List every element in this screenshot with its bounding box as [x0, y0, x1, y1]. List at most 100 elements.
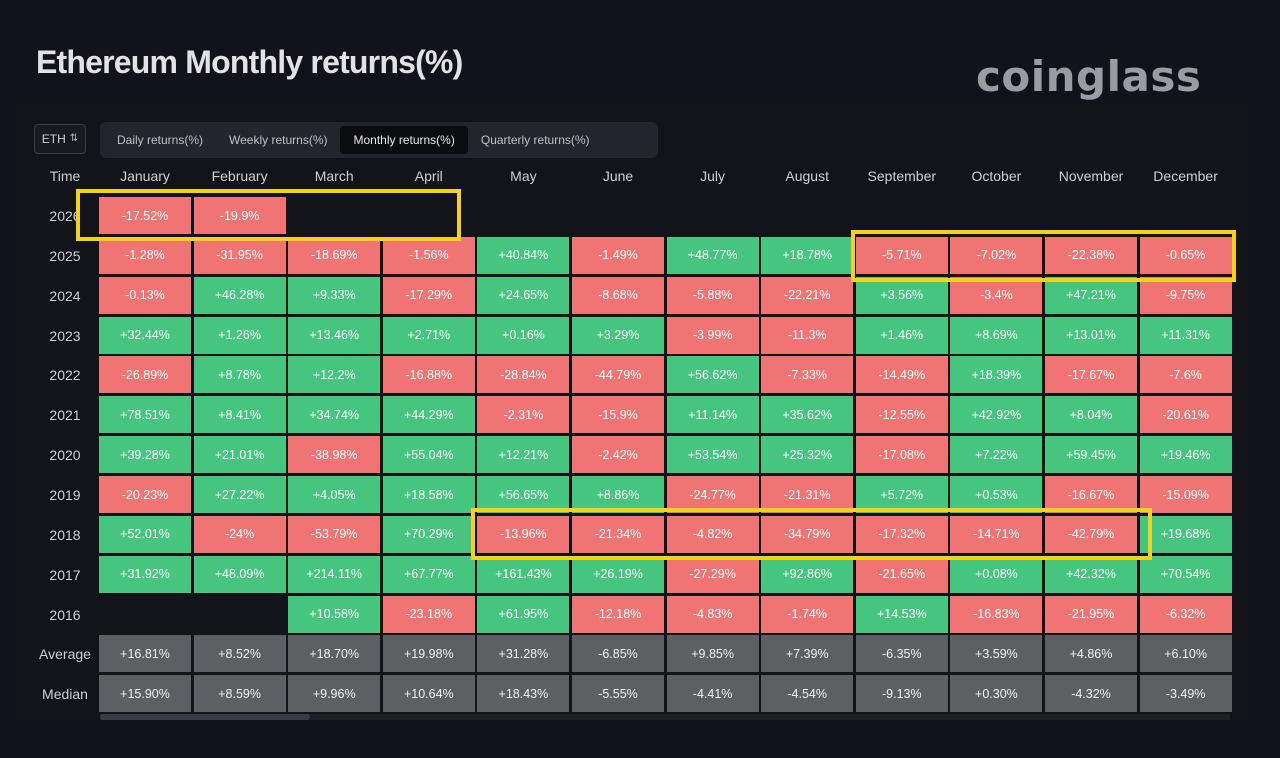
- tab-weekly-returns[interactable]: Weekly returns(%): [229, 133, 328, 147]
- summary-cell: -4.32%: [1045, 675, 1137, 713]
- return-cell: -14.49%: [855, 356, 948, 394]
- return-cell: -14.71%: [950, 515, 1043, 553]
- tab-quarterly-returns[interactable]: Quarterly returns(%): [480, 133, 590, 147]
- return-cell: +42.92%: [950, 396, 1043, 434]
- return-cell: -20.61%: [1139, 396, 1232, 434]
- summary-cell: -6.85%: [572, 635, 664, 673]
- return-cell: +26.19%: [572, 555, 664, 593]
- return-cell: +46.28%: [193, 276, 286, 314]
- return-cell: +35.62%: [761, 396, 854, 434]
- return-cell: +48.09%: [193, 555, 286, 593]
- return-cell: -1.74%: [761, 595, 854, 633]
- column-header: June: [602, 168, 634, 184]
- return-cell: -17.67%: [1045, 356, 1137, 394]
- return-cell: +34.74%: [288, 396, 381, 434]
- return-cell: -34.79%: [761, 515, 854, 553]
- return-cell: -5.88%: [666, 276, 759, 314]
- return-cell: [477, 197, 569, 234]
- return-cell: -23.18%: [382, 595, 475, 633]
- return-cell: +19.46%: [1139, 436, 1232, 474]
- return-cell: +18.39%: [950, 356, 1043, 394]
- year-label: 2026: [49, 208, 81, 224]
- return-cell: -21.95%: [1045, 595, 1137, 633]
- column-header: February: [211, 168, 268, 184]
- return-cell: +70.54%: [1139, 555, 1232, 593]
- return-cell: -7.02%: [950, 236, 1043, 274]
- return-cell: -4.83%: [666, 595, 759, 633]
- return-cell: +92.86%: [761, 555, 854, 593]
- summary-cell: -9.13%: [855, 675, 948, 713]
- return-cell: -8.68%: [572, 276, 664, 314]
- return-cell: -21.34%: [572, 515, 664, 553]
- return-cell: +13.01%: [1045, 316, 1137, 354]
- return-cell: -16.67%: [1045, 476, 1137, 514]
- return-cell: +47.21%: [1045, 276, 1137, 314]
- summary-cell: -5.55%: [572, 675, 664, 713]
- return-cell: -15.09%: [1139, 476, 1232, 514]
- year-label: 2016: [49, 606, 81, 623]
- return-cell: [288, 197, 380, 234]
- return-cell: +4.05%: [288, 476, 381, 514]
- summary-cell: +0.30%: [950, 675, 1043, 713]
- return-cell: +61.95%: [477, 595, 570, 633]
- column-header: July: [700, 168, 726, 184]
- return-cell: +161.43%: [477, 555, 570, 593]
- return-cell: +8.69%: [950, 316, 1043, 354]
- summary-cell: +4.86%: [1045, 635, 1137, 673]
- return-cell: +31.92%: [99, 555, 191, 593]
- return-cell: -24.77%: [666, 476, 759, 514]
- return-cell: [383, 197, 475, 234]
- year-label: 2018: [49, 526, 81, 543]
- summary-cell: -6.35%: [855, 635, 948, 673]
- return-cell: +55.04%: [382, 436, 475, 474]
- return-cell: +44.29%: [382, 396, 475, 434]
- summary-cell: +10.64%: [382, 675, 475, 713]
- summary-cell: +18.43%: [477, 675, 570, 713]
- summary-cell: +7.39%: [761, 635, 854, 673]
- return-cell: +9.33%: [288, 276, 381, 314]
- return-cell: +39.28%: [99, 436, 191, 474]
- summary-cell: -4.54%: [761, 675, 854, 713]
- return-cell: [1140, 197, 1232, 234]
- year-label: 2021: [49, 407, 81, 424]
- return-cell: -7.6%: [1139, 356, 1232, 394]
- return-cell: -0.13%: [99, 276, 191, 314]
- year-label: 2017: [49, 566, 81, 583]
- return-cell: -18.69%: [288, 236, 381, 274]
- return-cell: +7.22%: [950, 436, 1043, 474]
- return-cell: -21.65%: [855, 555, 948, 593]
- summary-label: Median: [42, 686, 88, 703]
- brand-logo: coinglass: [976, 52, 1202, 101]
- return-cell: -19.9%: [193, 197, 286, 234]
- asset-select[interactable]: ETH ⇅: [34, 124, 86, 154]
- return-cell: -13.96%: [477, 515, 570, 553]
- return-cell: +48.77%: [666, 236, 759, 274]
- column-header: May: [510, 168, 537, 184]
- summary-cell: +19.98%: [382, 635, 475, 673]
- return-cell: +214.11%: [288, 555, 381, 593]
- return-cell: +12.21%: [477, 436, 570, 474]
- tab-daily-returns[interactable]: Daily returns(%): [117, 133, 204, 147]
- return-cell: -1.49%: [572, 236, 664, 274]
- return-cell: +1.46%: [855, 316, 948, 354]
- summary-cell: +3.59%: [950, 635, 1043, 673]
- return-cell: -16.83%: [950, 595, 1043, 633]
- year-label: 2020: [49, 447, 81, 464]
- return-cell: -17.29%: [382, 276, 475, 314]
- tab-monthly-returns[interactable]: Monthly returns(%): [340, 126, 468, 154]
- return-cell: +24.65%: [477, 276, 570, 314]
- page-title: Ethereum Monthly returns(%): [36, 44, 463, 80]
- return-cell: -1.28%: [99, 236, 191, 274]
- summary-cell: -4.41%: [666, 675, 759, 713]
- horizontal-scrollbar[interactable]: [100, 714, 1230, 720]
- return-cell: -44.79%: [572, 356, 664, 394]
- return-cell: [572, 197, 664, 234]
- return-cell: -17.32%: [855, 515, 948, 553]
- summary-cell: +9.96%: [288, 675, 381, 713]
- return-cell: -11.3%: [761, 316, 854, 354]
- return-cell: +27.22%: [193, 476, 286, 514]
- return-cell: -9.75%: [1139, 276, 1232, 314]
- return-cell: [667, 197, 759, 234]
- column-header: October: [971, 168, 1022, 184]
- scrollbar-thumb[interactable]: [100, 714, 310, 720]
